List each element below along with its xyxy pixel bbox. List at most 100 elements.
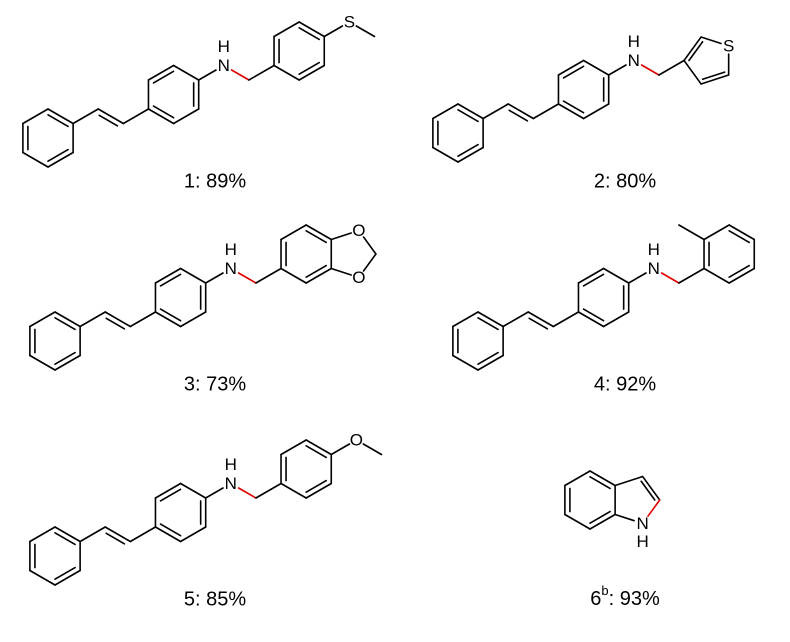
ring-bond xyxy=(577,267,605,284)
inner-bond xyxy=(305,264,328,279)
inner-bond xyxy=(589,510,611,525)
ring-bond xyxy=(154,526,182,543)
double-bond xyxy=(98,114,119,127)
inner-bond xyxy=(582,273,605,287)
inner-bond xyxy=(305,230,328,244)
bond xyxy=(79,526,107,543)
ring-bond xyxy=(728,267,756,284)
ring-bond xyxy=(273,21,300,38)
ring-bond xyxy=(54,311,81,328)
bond xyxy=(79,311,107,328)
ring-bond xyxy=(22,151,49,168)
ring-bond xyxy=(589,513,616,530)
atom-label: H xyxy=(225,455,237,474)
atom-label: H xyxy=(218,37,230,56)
inner-bond xyxy=(159,273,182,287)
ring-bond xyxy=(728,224,756,241)
ring-bond xyxy=(54,569,81,586)
bond xyxy=(330,443,351,456)
ring-bond xyxy=(47,108,74,125)
double-bond xyxy=(508,109,529,122)
bond xyxy=(104,526,132,543)
inner-bond xyxy=(159,488,182,502)
ring-bond xyxy=(147,64,175,81)
ring-bond xyxy=(457,103,484,120)
inner-bond xyxy=(477,351,499,366)
ring-bond xyxy=(305,267,333,284)
ring-bond xyxy=(305,224,333,241)
inner-bond xyxy=(152,70,175,84)
compound-caption: 6b: 93% xyxy=(590,583,660,610)
ring-bond xyxy=(179,526,207,543)
caption-footnote: b xyxy=(601,583,608,598)
bond xyxy=(527,311,555,328)
bond xyxy=(678,224,705,241)
ring-bond xyxy=(280,224,307,241)
ring-bond xyxy=(683,36,702,62)
bond xyxy=(482,103,510,120)
ring-bond xyxy=(280,267,307,284)
ring-bond xyxy=(154,267,182,284)
bond xyxy=(641,475,661,501)
compound-caption: 4: 92% xyxy=(594,373,656,395)
bond xyxy=(248,64,275,81)
inner-bond xyxy=(582,308,605,322)
ring-bond xyxy=(298,21,326,38)
double-bond xyxy=(105,317,126,330)
ring-bond xyxy=(557,103,585,120)
ring-bond xyxy=(54,526,81,543)
caption-number: 6 xyxy=(590,588,601,610)
ring-bond xyxy=(47,151,74,168)
inner-bond xyxy=(54,531,76,546)
bond xyxy=(507,103,535,120)
inner-bond xyxy=(562,65,585,79)
inner-bond xyxy=(701,71,726,81)
ring-bond xyxy=(280,439,307,456)
ring-bond xyxy=(703,224,730,241)
ring-bond xyxy=(452,311,479,328)
bond xyxy=(72,108,100,125)
ring-bond xyxy=(154,311,182,328)
bond xyxy=(104,311,132,328)
inner-bond xyxy=(54,351,76,366)
atom-label: H xyxy=(637,532,649,551)
bond xyxy=(502,311,530,328)
ring-bond xyxy=(172,108,200,125)
inner-bond xyxy=(305,479,328,494)
bond xyxy=(627,272,647,284)
ring-bond xyxy=(280,482,307,499)
atom-label: S xyxy=(344,13,355,32)
compound-caption: 1: 89% xyxy=(184,170,246,192)
atom-label: N xyxy=(648,259,660,278)
ring-bond xyxy=(29,354,56,371)
ring-bond xyxy=(154,482,182,499)
ring-bond xyxy=(602,311,630,328)
ring-bond xyxy=(564,513,591,530)
ring-bond xyxy=(179,267,207,284)
bond xyxy=(255,267,282,284)
ring-bond xyxy=(305,482,333,499)
bond xyxy=(122,108,150,125)
bond xyxy=(129,526,157,543)
ring-bond xyxy=(477,311,504,328)
new-bond xyxy=(640,64,660,76)
ring-bond xyxy=(577,311,605,328)
atom-label: O xyxy=(352,268,365,287)
inner-bond xyxy=(47,148,69,162)
ring-bond xyxy=(564,470,591,487)
bond xyxy=(532,103,560,120)
inner-bond xyxy=(152,105,175,119)
ring-bond xyxy=(582,59,610,76)
ring-bond xyxy=(700,36,722,45)
bond xyxy=(355,25,376,38)
ring-bond xyxy=(147,108,175,125)
bond xyxy=(552,311,580,328)
bond xyxy=(197,69,217,81)
inner-bond xyxy=(159,308,182,322)
atom-label: N xyxy=(225,259,237,278)
ring-bond xyxy=(703,267,730,284)
bond xyxy=(614,475,644,487)
bond xyxy=(362,443,383,456)
